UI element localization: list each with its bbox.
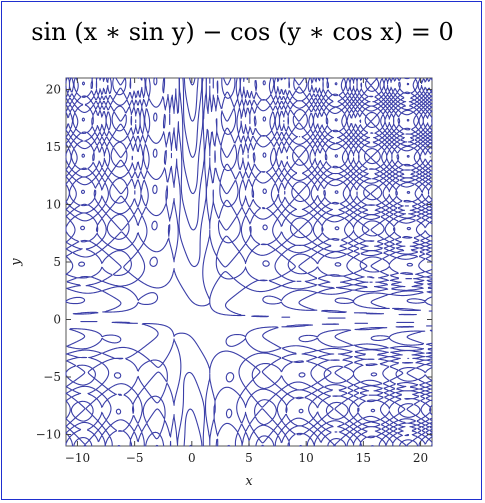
contour-curves xyxy=(65,77,433,447)
x-tick-label: 15 xyxy=(356,451,371,465)
y-tick-label: −10 xyxy=(36,428,61,442)
chart-title-text: sin (x ∗ sin y) − cos (y ∗ cos x) = 0 xyxy=(31,18,454,46)
y-tick-label: 20 xyxy=(46,83,61,97)
x-tick-label: −5 xyxy=(126,451,144,465)
y-tick-label: −5 xyxy=(43,370,61,384)
y-tick-label: 15 xyxy=(46,140,61,154)
x-tick-label: 20 xyxy=(413,451,428,465)
x-tick-label: 10 xyxy=(299,451,314,465)
chart-title: sin (x ∗ sin y) − cos (y ∗ cos x) = 0 xyxy=(0,18,485,46)
x-tick-label: 0 xyxy=(188,451,196,465)
x-tick-label: 5 xyxy=(245,451,253,465)
x-axis-label: x xyxy=(245,474,253,489)
y-tick-label: 0 xyxy=(53,313,61,327)
y-axis-ticks: −10 −5 0 5 10 15 20 xyxy=(36,83,432,442)
x-tick-label: −10 xyxy=(65,451,90,465)
y-axis-label: y xyxy=(9,258,24,267)
x-axis-ticks: −10 −5 0 5 10 15 20 xyxy=(65,78,428,465)
contour-line xyxy=(65,77,433,447)
y-tick-label: 5 xyxy=(53,255,61,269)
y-tick-label: 10 xyxy=(46,198,61,212)
